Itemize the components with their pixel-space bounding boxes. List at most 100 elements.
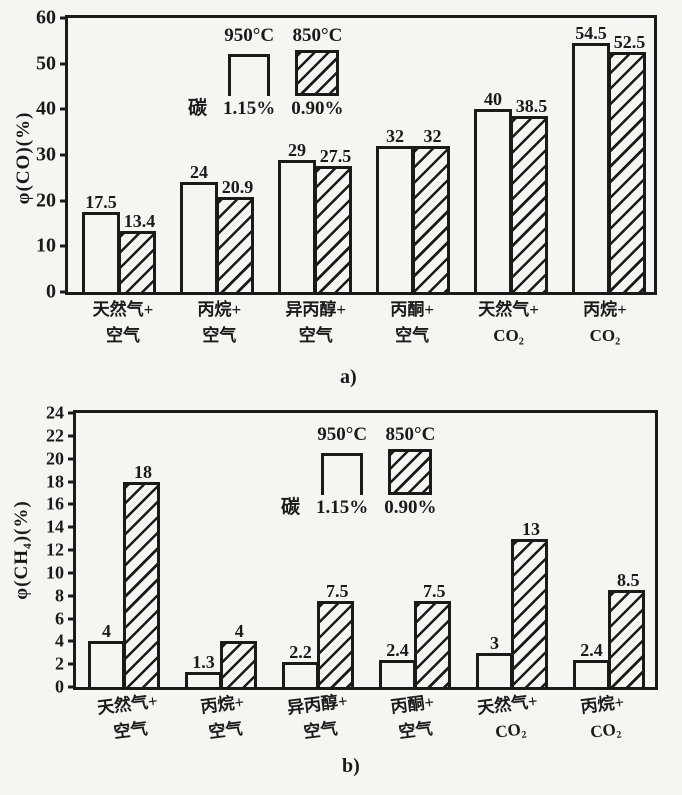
y-tick: 0 xyxy=(28,281,68,304)
y-tick-label: 60 xyxy=(36,6,56,29)
bar-value-label: 3 xyxy=(490,632,499,653)
y-tick-mark xyxy=(60,107,68,111)
y-tick: 24 xyxy=(36,403,76,424)
legend-series1-label: 950°C xyxy=(224,25,275,46)
y-tick: 0 xyxy=(36,677,76,698)
y-tick: 16 xyxy=(36,494,76,515)
legend: 950°C 850°C 碳 1.15% 0.90% xyxy=(281,424,437,519)
y-tick-mark xyxy=(60,153,68,157)
bar-series-1: 17.5 xyxy=(82,192,120,292)
legend-carbon-label: 碳 xyxy=(281,496,301,518)
y-tick: 22 xyxy=(36,425,76,446)
legend-carbon-label: 碳 xyxy=(188,97,208,119)
y-tick-label: 50 xyxy=(36,52,56,75)
bar-series-2: 4 xyxy=(220,621,257,687)
bar-group: 40 38.5 xyxy=(474,18,548,292)
legend-carbon-value-1: 1.15% xyxy=(316,496,369,518)
bar-series-2: 38.5 xyxy=(510,96,548,292)
category-label: 丙烷+ CO₂ xyxy=(564,297,646,348)
category-label: 丙烷+ CO₂ xyxy=(560,687,648,748)
bar-group: 2.4 7.5 xyxy=(379,413,451,687)
bar-series-2: 27.5 xyxy=(314,146,352,292)
bar-value-label: 20.9 xyxy=(221,176,254,197)
legend-swatch-hatched-bar xyxy=(388,448,433,495)
y-tick: 14 xyxy=(36,517,76,538)
bar-series-2: 7.5 xyxy=(414,581,451,687)
y-tick: 4 xyxy=(36,631,76,652)
bar-value-label: 8.5 xyxy=(617,569,640,590)
bar-series-1: 4 xyxy=(88,621,125,687)
category-label: 异丙醇+ 空气 xyxy=(275,687,363,748)
y-tick-label: 20 xyxy=(36,189,56,212)
bar-value-label: 7.5 xyxy=(326,581,349,602)
y-tick-mark xyxy=(68,457,76,461)
y-tick-label: 24 xyxy=(46,402,64,423)
y-tick: 10 xyxy=(36,562,76,583)
bar-value-label: 40 xyxy=(484,89,502,110)
bar-value-label: 52.5 xyxy=(613,32,646,53)
y-tick-mark xyxy=(68,434,76,438)
y-tick: 60 xyxy=(28,7,68,30)
legend-series1-label: 950°C xyxy=(317,424,368,445)
y-tick-label: 4 xyxy=(55,630,64,651)
bar-group: 4 18 xyxy=(88,413,160,687)
bar-value-label: 27.5 xyxy=(319,146,352,167)
y-tick-mark xyxy=(60,290,68,294)
bar-value-label: 4 xyxy=(234,621,244,642)
category-label: 天然气+ CO₂ xyxy=(465,687,553,748)
bar-series-1: 24 xyxy=(180,162,218,292)
y-tick: 8 xyxy=(36,585,76,606)
y-tick-label: 2 xyxy=(55,653,64,674)
y-tick-mark xyxy=(68,639,76,643)
y-tick-mark xyxy=(68,548,76,552)
bar-series-1: 32 xyxy=(376,126,414,292)
bar-value-label: 29 xyxy=(288,139,306,160)
bar-group: 1.3 4 xyxy=(185,413,257,687)
category-label: 丙烷+ 空气 xyxy=(180,687,268,748)
bar-value-label: 18 xyxy=(133,461,152,482)
y-tick-mark xyxy=(60,62,68,66)
bar-series-2: 13 xyxy=(511,519,548,687)
y-tick: 50 xyxy=(28,52,68,75)
legend-carbon-value-1: 1.15% xyxy=(223,97,276,119)
y-tick-mark xyxy=(68,685,76,689)
y-tick-label: 10 xyxy=(36,234,56,257)
category-labels: 天然气+ 空气 丙烷+ 空气 异丙醇+ 空气 丙酮+ 空气 天然气+ CO₂ 丙烷+ CO₂ xyxy=(76,691,655,743)
category-label-line: CO₂ xyxy=(493,325,524,345)
bar-group: 24 20.9 xyxy=(180,18,254,292)
y-tick: 6 xyxy=(36,608,76,629)
y-tick: 20 xyxy=(36,448,76,469)
bar-series-1: 2.4 xyxy=(379,640,416,687)
category-label-line: 丙烷+ xyxy=(583,300,627,319)
bar-value-label: 38.5 xyxy=(515,96,548,117)
bar-value-label: 54.5 xyxy=(575,23,607,44)
y-tick: 40 xyxy=(28,98,68,121)
y-tick-label: 6 xyxy=(55,608,64,628)
category-label: 天然气+ 空气 xyxy=(82,297,164,348)
category-label-line: 空气 xyxy=(395,325,430,345)
bar-group: 2.2 7.5 xyxy=(282,413,354,687)
bar-value-label: 24 xyxy=(190,162,208,183)
bar-series-2: 32 xyxy=(412,126,450,292)
bar-series-1: 40 xyxy=(474,89,512,292)
bar-value-label: 7.5 xyxy=(423,581,446,602)
legend-carbon-value-2: 0.90% xyxy=(384,496,437,518)
y-tick: 2 xyxy=(36,654,76,675)
y-tick-mark xyxy=(60,244,68,248)
category-labels: 天然气+ 空气 丙烷+ 空气 异丙醇+ 空气 丙酮+ 空气 天然气+ CO₂ 丙烷+ CO₂ xyxy=(68,297,654,348)
bar-value-label: 2.4 xyxy=(386,639,409,660)
bar-group: 32 32 xyxy=(376,18,450,292)
bar-series-2: 8.5 xyxy=(608,570,645,687)
bar-series-2: 18 xyxy=(123,462,160,687)
y-tick-label: 16 xyxy=(46,493,64,514)
bar-group: 54.5 52.5 xyxy=(572,18,646,292)
legend-series2-label: 850°C xyxy=(292,25,343,46)
y-tick-mark xyxy=(68,617,76,620)
bar-value-label: 4 xyxy=(102,621,111,642)
bar-value-label: 32 xyxy=(423,125,442,146)
y-tick: 18 xyxy=(36,471,76,492)
panel-label-b: b) xyxy=(342,755,360,777)
y-tick-label: 22 xyxy=(46,425,64,446)
category-label: 丙烷+ 空气 xyxy=(178,297,260,348)
category-label: 异丙醇+ 空气 xyxy=(275,297,357,348)
